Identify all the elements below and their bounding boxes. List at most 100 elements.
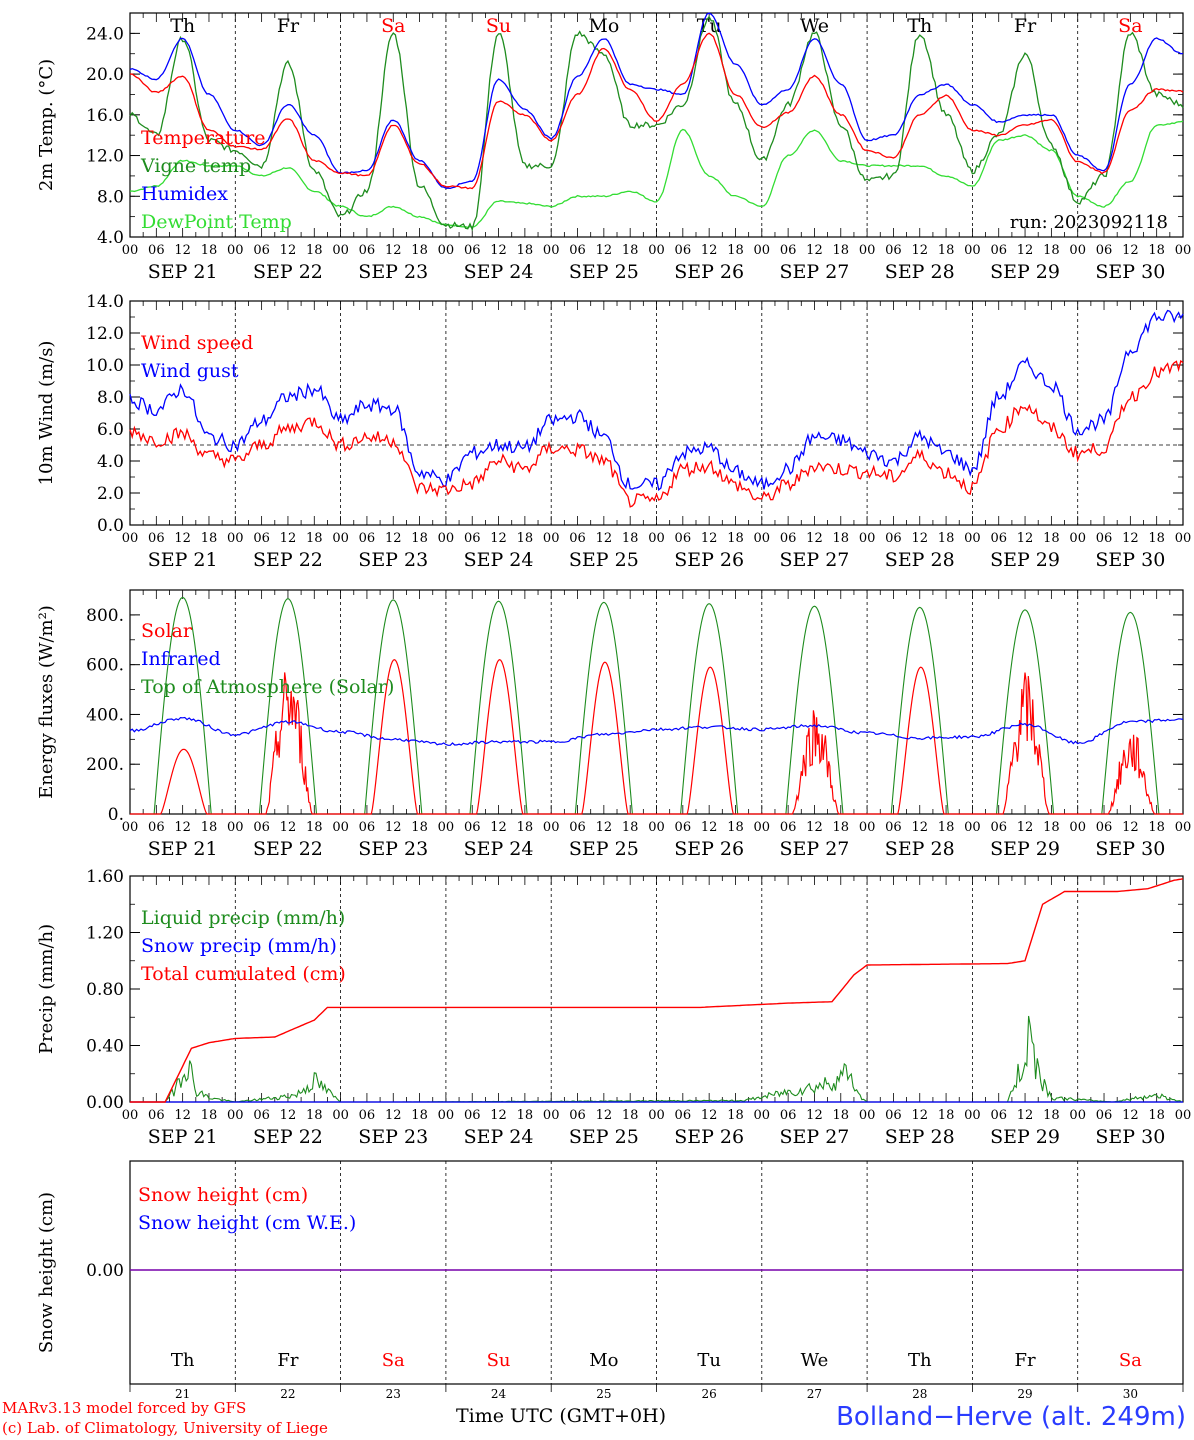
series-line-infrared <box>129 716 1184 746</box>
x-tick-label: 00 <box>964 243 981 258</box>
y-tick-label: 4.0 <box>97 452 124 472</box>
x-tick-label: 00 <box>1175 1108 1192 1123</box>
x-tick-label: 12 <box>1017 820 1034 835</box>
x-tick-label: 12 <box>1122 820 1139 835</box>
panel-5: Th 21 Fr 22 Sa 23 Su 24 Mo 25 Tu 26 We 27 Th 28 Fr 29 Sa 30… <box>36 1160 1184 1401</box>
x-tick-label: 06 <box>253 243 270 258</box>
x-day-number: 27 <box>807 1387 822 1401</box>
x-weekday-label: Su <box>487 1350 511 1371</box>
series-line-dewpoint-temp <box>129 120 1184 229</box>
x-tick-label: 12 <box>174 820 191 835</box>
x-tick-label: 12 <box>1017 531 1034 546</box>
x-day-number: 24 <box>491 1387 507 1401</box>
x-tick-label: 00 <box>1069 820 1086 835</box>
x-tick-label: 06 <box>569 531 586 546</box>
x-date-label: SEP 23 <box>358 549 428 571</box>
x-tick-label: 00 <box>754 531 771 546</box>
x-date-label: SEP 25 <box>569 1126 639 1148</box>
x-tick-label: 00 <box>648 1108 665 1123</box>
x-tick-label: 06 <box>464 820 481 835</box>
x-tick-label: 18 <box>727 820 744 835</box>
legend-entry: Infrared <box>141 648 221 670</box>
x-tick-label: 00 <box>859 1108 876 1123</box>
x-date-label: SEP 23 <box>358 1126 428 1148</box>
y-tick-label: 14.0 <box>86 292 124 312</box>
x-weekday-label: Fr <box>1015 1350 1036 1371</box>
legend-entry: DewPoint Temp <box>141 211 292 233</box>
x-tick-label: 18 <box>1043 1108 1060 1123</box>
legend-entry: Total cumulated (cm) <box>141 963 346 985</box>
x-tick-label: 06 <box>675 820 692 835</box>
x-tick-label: 00 <box>227 1108 244 1123</box>
y-tick-label: 0.80 <box>86 980 124 1000</box>
x-tick-label: 06 <box>1096 243 1113 258</box>
x-date-label: SEP 24 <box>464 838 534 860</box>
x-tick-label: 18 <box>517 1108 534 1123</box>
x-tick-label: 12 <box>490 531 507 546</box>
x-tick-label: 18 <box>411 531 428 546</box>
x-tick-label: 00 <box>438 1108 455 1123</box>
x-tick-label: 00 <box>438 820 455 835</box>
x-weekday-label: Th <box>170 15 195 37</box>
x-tick-label: 12 <box>280 820 297 835</box>
x-date-label: SEP 29 <box>990 261 1060 283</box>
x-tick-label: 18 <box>833 243 850 258</box>
x-tick-label: 06 <box>675 243 692 258</box>
x-tick-label: 18 <box>411 243 428 258</box>
x-tick-label: 12 <box>1122 531 1139 546</box>
x-tick-label: 06 <box>990 531 1007 546</box>
x-tick-label: 18 <box>1148 243 1165 258</box>
x-tick-label: 12 <box>490 820 507 835</box>
x-tick-label: 06 <box>569 243 586 258</box>
x-tick-label: 00 <box>332 243 349 258</box>
x-tick-label: 18 <box>1148 531 1165 546</box>
x-date-label: SEP 30 <box>1095 261 1165 283</box>
x-weekday-label: Sa <box>1118 15 1142 37</box>
x-tick-label: 06 <box>885 1108 902 1123</box>
y-axis-label: 10m Wind (m/s) <box>36 341 57 486</box>
x-tick-label: 06 <box>1096 820 1113 835</box>
x-tick-label: 12 <box>174 243 191 258</box>
x-tick-label: 18 <box>306 243 323 258</box>
x-tick-label: 06 <box>253 531 270 546</box>
x-tick-label: 00 <box>1069 1108 1086 1123</box>
x-weekday-label: Sa <box>381 15 405 37</box>
x-tick-label: 00 <box>122 820 139 835</box>
x-tick-label: 12 <box>174 531 191 546</box>
legend-entry: Wind speed <box>141 332 253 354</box>
y-tick-label: 8.0 <box>97 187 124 207</box>
legend-entry: Humidex <box>141 183 228 205</box>
x-tick-label: 18 <box>727 243 744 258</box>
x-tick-label: 06 <box>359 243 376 258</box>
y-tick-label: 2.0 <box>97 484 124 504</box>
x-date-label: SEP 23 <box>358 261 428 283</box>
x-tick-label: 00 <box>964 820 981 835</box>
x-tick-label: 00 <box>754 243 771 258</box>
x-weekday-label: We <box>801 1350 829 1371</box>
x-weekday-label: Fr <box>277 1350 298 1371</box>
x-tick-label: 12 <box>911 820 928 835</box>
x-weekday-label: Th <box>171 1350 195 1371</box>
y-tick-label: 0.00 <box>86 1093 124 1113</box>
x-tick-label: 06 <box>148 243 165 258</box>
x-tick-label: 18 <box>306 820 323 835</box>
x-tick-label: 12 <box>701 1108 718 1123</box>
x-date-label: SEP 26 <box>674 838 744 860</box>
x-tick-label: 12 <box>911 1108 928 1123</box>
y-tick-label: 1.20 <box>86 924 124 944</box>
x-tick-label: 06 <box>148 820 165 835</box>
x-tick-label: 18 <box>1043 243 1060 258</box>
panel-4: 00 06 12 18 00 06 12 18 00 06 12 18 00 06 12 18 00 06 12 18… <box>36 867 1191 1148</box>
x-date-label: SEP 28 <box>885 838 955 860</box>
x-tick-label: 06 <box>569 820 586 835</box>
panel-frame <box>129 300 1184 526</box>
x-date-label: SEP 29 <box>990 838 1060 860</box>
x-date-label: SEP 23 <box>358 838 428 860</box>
x-date-label: SEP 25 <box>569 261 639 283</box>
x-tick-label: 18 <box>833 1108 850 1123</box>
x-tick-label: 18 <box>201 531 218 546</box>
x-tick-label: 06 <box>990 243 1007 258</box>
x-weekday-label: Mo <box>588 15 619 37</box>
x-tick-label: 06 <box>464 531 481 546</box>
x-tick-label: 18 <box>833 531 850 546</box>
